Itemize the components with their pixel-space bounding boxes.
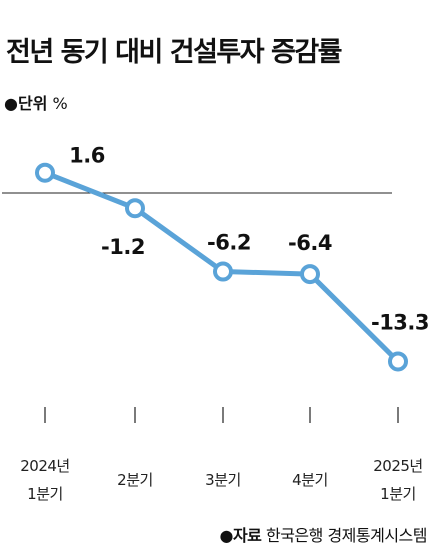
data-point — [300, 264, 320, 285]
source-label: 자료 — [232, 526, 262, 545]
x-tick-label: 1분기 — [380, 485, 416, 503]
data-point — [35, 162, 55, 183]
data-point — [388, 351, 408, 372]
data-point — [213, 261, 233, 282]
x-tick-label: 2분기 — [117, 471, 153, 489]
data-label: -1.2 — [101, 235, 145, 259]
x-tick-label: 3분기 — [205, 471, 241, 489]
bullet-icon: ● — [4, 94, 18, 113]
unit-label: 단위 — [17, 94, 48, 113]
x-tick-label: 1분기 — [27, 485, 63, 503]
x-tick-label: 2025년 — [373, 457, 422, 475]
source-note: ●자료 한국은행 경제통계시스템 — [219, 522, 427, 546]
data-label: -6.4 — [288, 231, 332, 255]
bullet-icon: ● — [219, 526, 233, 545]
unit-value: % — [52, 94, 68, 113]
unit-note: ●단위 % — [4, 90, 68, 114]
data-label: -13.3 — [371, 310, 429, 334]
data-label: 1.6 — [69, 144, 105, 168]
source-text: 한국은행 경제통계시스템 — [265, 526, 428, 545]
data-point — [125, 198, 145, 219]
x-tick-label: 4분기 — [292, 471, 328, 489]
x-tick-label: 2024년 — [20, 457, 69, 475]
chart-title: 전년 동기 대비 건설투자 증감률 — [6, 37, 343, 68]
data-label: -6.2 — [207, 231, 251, 255]
